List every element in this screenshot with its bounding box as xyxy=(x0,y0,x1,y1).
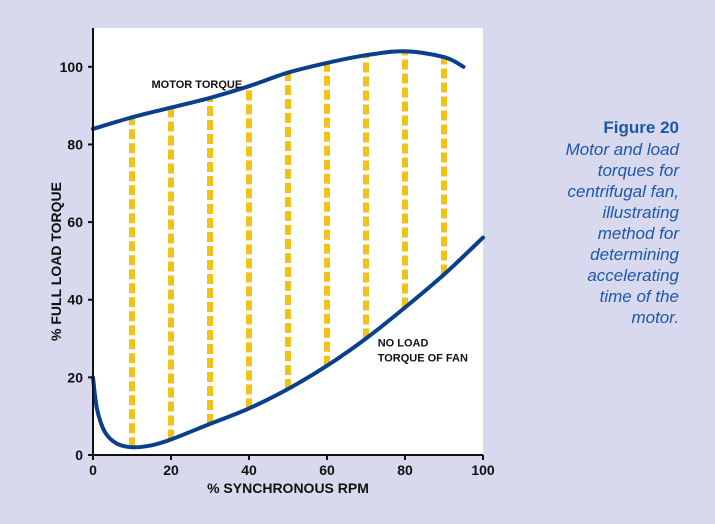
y-tick-label-80: 80 xyxy=(67,136,83,152)
caption-line-3: illustrating xyxy=(602,203,679,222)
y-axis-label: % FULL LOAD TORQUE xyxy=(48,182,64,341)
annotation-0: MOTOR TORQUE xyxy=(152,79,243,91)
annotation-1: NO LOAD TORQUE OF FAN xyxy=(378,337,468,364)
caption-line-5: determining xyxy=(590,245,679,264)
y-tick-label-40: 40 xyxy=(67,292,83,308)
figure-caption: Figure 20 Motor and load torques for centr… xyxy=(509,117,679,328)
series-layer xyxy=(91,49,485,450)
y-tick-label-0: 0 xyxy=(75,447,83,463)
caption-line-0: Motor and load xyxy=(565,140,679,159)
x-tick-label-0: 0 xyxy=(89,462,97,478)
x-tick-label-100: 100 xyxy=(471,462,495,478)
caption-line-2: centrifugal fan, xyxy=(567,182,679,201)
figure-title: Figure 20 xyxy=(603,118,679,137)
annotations: MOTOR TORQUE NO LOAD TORQUE OF FAN xyxy=(152,79,469,364)
caption-line-1: torques for xyxy=(597,161,679,180)
axes: 0 20 40 60 80 100 0 20 40 60 80 100 xyxy=(60,28,495,478)
fan-load-torque-curve xyxy=(91,235,485,450)
x-axis-label: % SYNCHRONOUS RPM xyxy=(207,480,369,496)
y-tick-label-20: 20 xyxy=(67,369,83,385)
figure-description: Motor and load torques for centrifugal fan… xyxy=(509,139,679,328)
caption-line-4: method for xyxy=(597,224,679,243)
y-tick-label-100: 100 xyxy=(60,59,84,75)
caption-line-7: time of the xyxy=(599,287,679,306)
x-tick-label-40: 40 xyxy=(241,462,257,478)
x-tick-label-20: 20 xyxy=(163,462,179,478)
caption-line-6: accelerating xyxy=(587,266,679,285)
caption-line-8: motor. xyxy=(631,308,679,327)
x-tick-label-60: 60 xyxy=(319,462,335,478)
x-tick-label-80: 80 xyxy=(397,462,413,478)
increment-lines xyxy=(129,51,447,448)
y-tick-label-60: 60 xyxy=(67,214,83,230)
motor-torque-curve xyxy=(91,49,466,131)
